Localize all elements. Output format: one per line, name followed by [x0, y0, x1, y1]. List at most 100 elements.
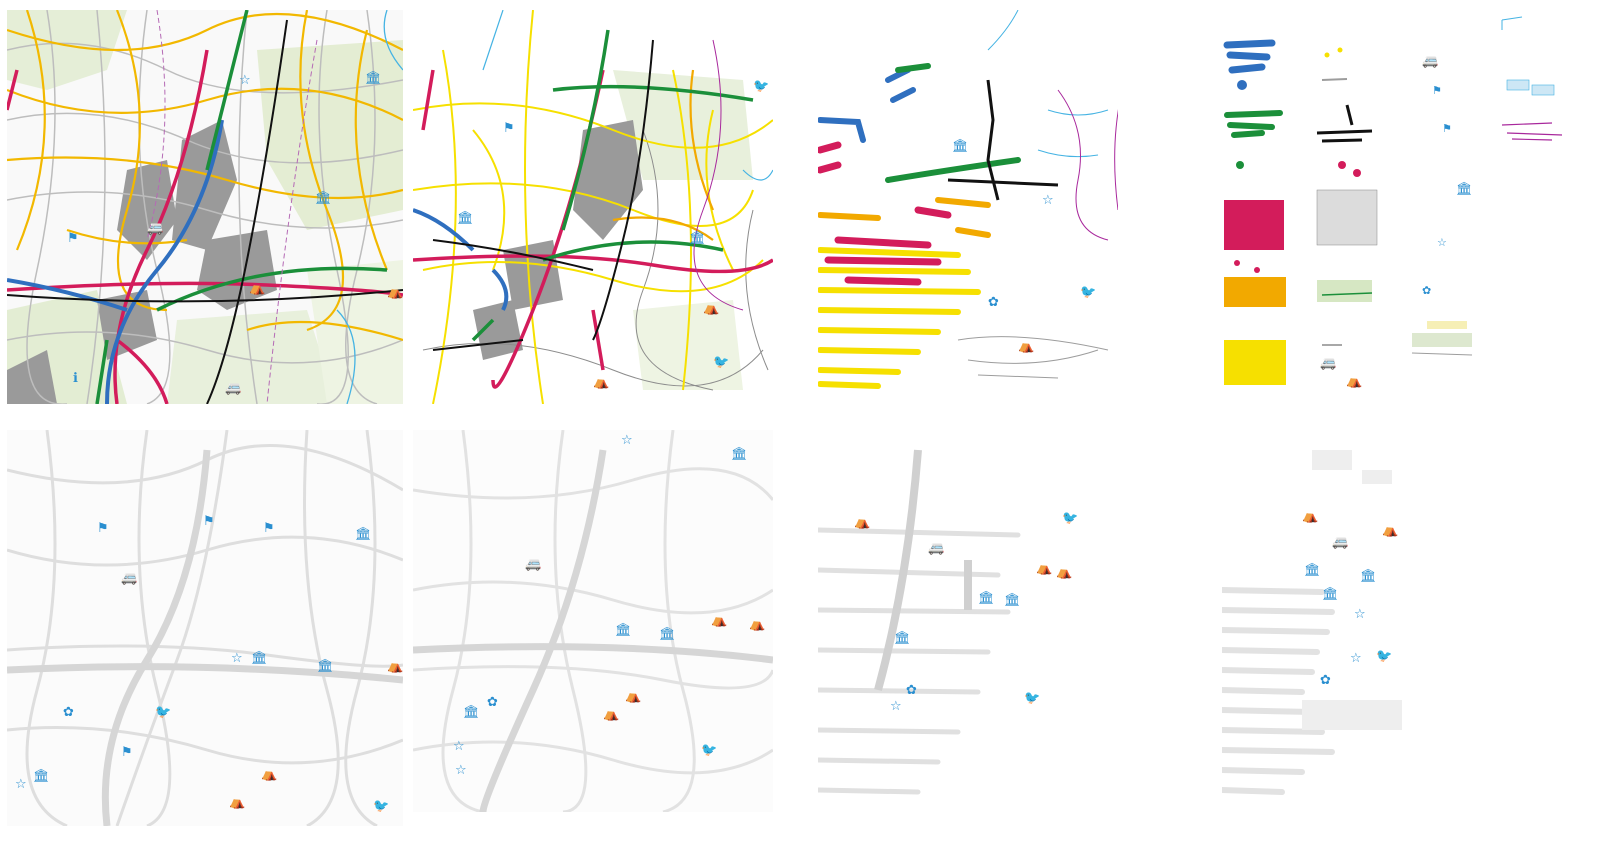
full-map	[7, 10, 403, 404]
star-icon: ☆	[621, 433, 633, 448]
flower-icon: ✿	[988, 295, 999, 310]
museum-icon: 🏛	[365, 71, 382, 86]
secondary-roads	[7, 10, 403, 342]
strip-column-3	[1411, 321, 1473, 356]
caravan-icon: 🚐	[1320, 356, 1337, 371]
flag-icon: ⚑	[1442, 122, 1452, 135]
camping-icon: ⛺	[703, 301, 720, 316]
shredded-layer	[818, 10, 1118, 389]
museum-icon: 🏛	[689, 231, 706, 246]
secondary-roads	[612, 69, 715, 241]
green-routes	[471, 29, 754, 342]
camping-icon: ⛺	[1036, 561, 1053, 576]
minor-roads	[7, 10, 403, 404]
camping-icon: ⛺	[1018, 339, 1035, 354]
camping-icon: ⛺	[749, 617, 766, 632]
camping-icon: ⛺	[1382, 523, 1399, 538]
flag-icon: ⚑	[97, 521, 109, 536]
camping-icon: ⛺	[711, 613, 728, 628]
motorways	[7, 119, 224, 404]
bird-icon: 🐦	[753, 79, 770, 94]
star-icon: ☆	[239, 73, 251, 88]
boundary-lines	[1057, 89, 1118, 241]
caravan-icon: 🚐	[1332, 535, 1349, 550]
bird-icon: 🐦	[155, 705, 172, 720]
museum-icon: 🏛	[978, 591, 995, 606]
camping-icon: ⛺	[249, 281, 266, 296]
bird-icon: 🐦	[1376, 649, 1393, 664]
legend-strips-panel: 🚐 ⚑ ⚑ 🏛 ☆ ✿ ⛺ 🚐	[1222, 15, 1572, 390]
camping-icon: ⛺	[387, 285, 403, 300]
museum-icon: 🏛	[1322, 587, 1339, 602]
ghost-map-4-panel: ⛺ 🚐 ⛺ 🏛 🏛 🏛 ☆ 🐦 ☆ ✿	[1222, 440, 1407, 806]
museum-icon: 🏛	[1456, 182, 1473, 197]
flag-icon: ⚑	[203, 514, 215, 529]
flag-icon: ⚑	[263, 521, 275, 536]
caravan-icon: 🚐	[121, 571, 138, 586]
boundaries	[693, 39, 744, 311]
museum-icon: 🏛	[315, 191, 332, 206]
bird-icon: 🐦	[1062, 511, 1079, 526]
bird-icon: 🐦	[1080, 285, 1097, 300]
star-icon: ☆	[1354, 607, 1366, 622]
camping-icon: ⛺	[1346, 374, 1363, 389]
grey-scraps	[957, 336, 1109, 379]
museum-icon: 🏛	[355, 527, 372, 542]
camping-icon: ⛺	[593, 375, 610, 390]
camping-icon: ⛺	[229, 795, 246, 810]
museum-icon: 🏛	[1004, 593, 1021, 608]
ghost-map-3	[818, 449, 1021, 795]
motorway-strokes	[818, 67, 916, 143]
ghost-map-1-panel: ⚑ ⚑ ⚑ 🏛 🚐 ☆ 🏛 🏛 ⛺ ✿ 🐦 ⚑ ⛺ 🏛 ☆ ⛺ 🐦	[7, 430, 403, 826]
museum-icon: 🏛	[731, 447, 748, 462]
outlines	[422, 129, 769, 391]
caravan-icon: 🚐	[928, 541, 945, 556]
bird-icon: 🐦	[701, 743, 718, 758]
camping-icon: ⛺	[261, 767, 278, 782]
boundaries	[146, 10, 318, 404]
railways	[7, 19, 403, 404]
flag-icon: ⚑	[1432, 84, 1442, 97]
flag-icon: ⚑	[121, 745, 133, 760]
tertiary-strokes	[818, 247, 981, 389]
ghost-map-2	[413, 430, 773, 812]
museum-icon: 🏛	[1304, 563, 1321, 578]
ghost-map-3-panel: ⛺ 🚐 🐦 🏛 🏛 ⛺ ⛺ 🏛 ✿ 🐦 ☆	[818, 430, 1098, 806]
info-icon: ℹ	[73, 371, 78, 386]
caravan-icon: 🚐	[147, 221, 164, 236]
ghost-map-2-panel: ☆ 🏛 🚐 🏛 🏛 ⛺ ⛺ ✿ 🏛 ⛺ ⛺ ☆ 🐦 ☆	[413, 430, 773, 812]
flower-icon: ✿	[1422, 284, 1432, 297]
strip-column-1	[1223, 39, 1286, 385]
ghost-map-4	[1222, 450, 1402, 795]
camping-icon: ⛺	[603, 707, 620, 722]
museum-icon: 🏛	[659, 627, 676, 642]
camping-icon: ⛺	[1056, 565, 1073, 580]
roads-layer	[413, 10, 773, 404]
flower-icon: ✿	[1320, 673, 1331, 688]
green-routes	[95, 10, 388, 404]
museum-icon: 🏛	[457, 211, 474, 226]
flower-icon: ✿	[63, 705, 74, 720]
museum-icon: 🏛	[317, 659, 334, 674]
museum-icon: 🏛	[952, 139, 969, 154]
bird-icon: 🐦	[1024, 691, 1041, 706]
camping-icon: ⛺	[1302, 509, 1319, 524]
water	[482, 10, 773, 181]
legend-strips	[1223, 16, 1563, 385]
flower-icon: ✿	[906, 683, 917, 698]
flag-icon: ⚑	[67, 231, 79, 246]
water	[336, 10, 403, 404]
bird-icon: 🐦	[713, 355, 730, 370]
water-lines	[987, 10, 1109, 158]
camping-icon: ⛺	[625, 689, 642, 704]
camping-icon: ⛺	[387, 659, 403, 674]
star-icon: ☆	[1042, 193, 1054, 208]
star-icon: ☆	[455, 763, 467, 778]
strip-column-2	[1316, 47, 1378, 346]
bird-icon: 🐦	[373, 799, 390, 814]
caravan-icon: 🚐	[225, 381, 242, 396]
caravan-icon: 🚐	[525, 557, 542, 572]
green-strokes	[885, 63, 1021, 183]
strip-column-4	[1501, 16, 1563, 141]
museum-icon: 🏛	[894, 631, 911, 646]
